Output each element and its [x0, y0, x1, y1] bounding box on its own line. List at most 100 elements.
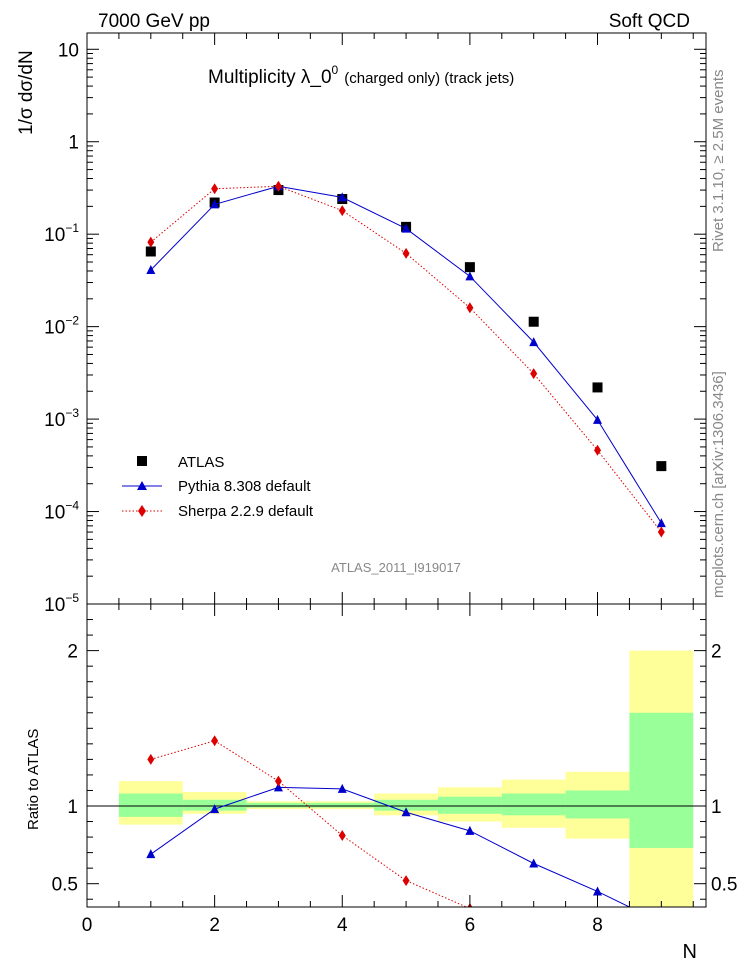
data-point-square: [592, 382, 603, 393]
data-point-triangle: [465, 271, 475, 281]
data-point-triangle: [210, 804, 220, 814]
axis-ticks: [86, 33, 706, 907]
stat-uncertainty-band: [374, 799, 438, 811]
analysis-watermark: ATLAS_2011_I919017: [331, 560, 461, 575]
main-y-tick-base: 1: [68, 133, 79, 154]
header-right: Soft QCD: [609, 11, 690, 32]
data-point-square: [464, 262, 475, 273]
ratio-y-tick-label-right: 2: [711, 642, 722, 663]
x-tick-label: 8: [592, 915, 603, 936]
main-y-tick-exponent: −4: [65, 499, 79, 513]
ratio-y-tick-label-right: 1: [711, 797, 722, 818]
chart-title-main: Multiplicity λ_0: [208, 67, 332, 88]
header-left: 7000 GeV pp: [98, 11, 210, 32]
data-point-diamond: [466, 302, 474, 314]
ratio-y-axis-title: Ratio to ATLAS: [25, 729, 42, 830]
data-point-diamond: [402, 875, 410, 887]
data-point-diamond: [211, 183, 219, 195]
data-point-triangle: [401, 807, 411, 817]
data-point-triangle: [146, 849, 156, 859]
legend-label-pythia: Pythia 8.308 default: [178, 478, 311, 495]
main-y-tick-exponent: −2: [65, 314, 79, 328]
main-y-tick-base: 10: [44, 225, 65, 246]
x-axis-title: N: [683, 941, 697, 963]
stat-uncertainty-band: [310, 802, 375, 808]
data-point-diamond: [211, 735, 219, 747]
ratio-series-layer: [146, 735, 631, 907]
stat-uncertainty-band: [629, 712, 694, 848]
data-point-diamond: [147, 753, 155, 765]
legend-label-sherpa: Sherpa 2.2.9 default: [178, 503, 314, 520]
chart-title-sup: 0: [332, 63, 339, 77]
main-series-layer: [145, 180, 667, 538]
stat-uncertainty-band: [118, 793, 183, 817]
legend: ATLAS Pythia 8.308 default Sherpa 2.2.9 …: [122, 454, 314, 520]
data-point-triangle: [273, 782, 283, 792]
main-y-tick-exponent: −5: [65, 591, 79, 605]
plot-frames: [86, 32, 707, 908]
data-point-triangle: [529, 858, 539, 868]
series-line-ratio: [150, 740, 468, 907]
side-text-rivet: Rivet 3.1.10, ≥ 2.5M events: [710, 70, 727, 253]
data-point-diamond: [338, 205, 346, 217]
legend-marker-pythia: [137, 481, 147, 490]
main-y-tick-label: 10−1: [44, 221, 79, 246]
main-y-tick-exponent: −3: [65, 406, 79, 420]
ratio-y-tick-label-left: 1: [67, 797, 78, 818]
ratio-series-clipped: [146, 735, 631, 907]
data-point-triangle: [210, 199, 220, 209]
stat-uncertainty-band: [246, 802, 311, 808]
ratio-y-tick-label-left: 2: [67, 642, 78, 663]
data-point-diamond: [274, 180, 282, 192]
series-line-main: [150, 185, 662, 524]
data-point-triangle: [529, 337, 539, 347]
ratio-y-tick-label-left: 0.5: [52, 875, 78, 896]
data-point-triangle: [593, 886, 603, 896]
data-point-square: [145, 246, 156, 257]
data-point-triangle: [337, 783, 347, 793]
side-text-mcplots: mcplots.cern.ch [arXiv:1306.3436]: [710, 371, 727, 598]
x-tick-label: 0: [82, 915, 93, 936]
data-point-triangle: [146, 264, 156, 274]
data-point-triangle: [593, 414, 603, 424]
main-y-tick-label: 10−3: [44, 406, 79, 431]
data-point-square: [528, 316, 539, 327]
data-point-square: [656, 461, 667, 472]
main-y-tick-exponent: −1: [65, 221, 79, 235]
main-y-tick-base: 10: [44, 595, 65, 616]
legend-item-atlas: ATLAS: [137, 454, 224, 471]
stat-uncertainty-band: [501, 793, 566, 816]
x-tick-label: 6: [465, 915, 476, 936]
ratio-uncertainty-bands: [118, 650, 694, 907]
ratio-y-tick-label-right: 0.5: [711, 875, 737, 896]
data-point-diamond: [402, 247, 410, 259]
main-y-tick-base: 10: [44, 318, 65, 339]
data-point-triangle: [337, 192, 347, 202]
main-y-tick-base: 10: [44, 410, 65, 431]
data-point-triangle: [401, 223, 411, 233]
data-point-diamond: [594, 444, 602, 456]
main-y-tick-label: 10−5: [44, 591, 79, 616]
main-y-tick-label: 10: [58, 40, 79, 61]
x-tick-label: 4: [337, 915, 348, 936]
data-point-triangle: [465, 825, 475, 835]
chart-title: Multiplicity λ_00 (charged only) (track j…: [208, 63, 514, 88]
x-tick-label: 2: [209, 915, 220, 936]
chart-title-suffix: (charged only) (track jets): [344, 70, 514, 87]
data-point-diamond: [657, 526, 665, 538]
data-point-diamond: [530, 368, 538, 380]
legend-item-pythia: Pythia 8.308 default: [122, 478, 311, 495]
main-y-tick-label: 1: [68, 133, 79, 154]
main-y-tick-label: 10−2: [44, 314, 79, 339]
stat-uncertainty-band: [437, 796, 502, 814]
legend-label-atlas: ATLAS: [178, 454, 224, 471]
main-y-tick-base: 10: [58, 40, 79, 61]
data-point-diamond: [147, 236, 155, 248]
main-y-tick-label: 10−4: [44, 499, 79, 524]
ratio-panel-frame: [86, 603, 707, 908]
legend-marker-sherpa: [138, 505, 146, 517]
main-y-tick-base: 10: [44, 503, 65, 524]
legend-item-sherpa: Sherpa 2.2.9 default: [122, 503, 314, 520]
